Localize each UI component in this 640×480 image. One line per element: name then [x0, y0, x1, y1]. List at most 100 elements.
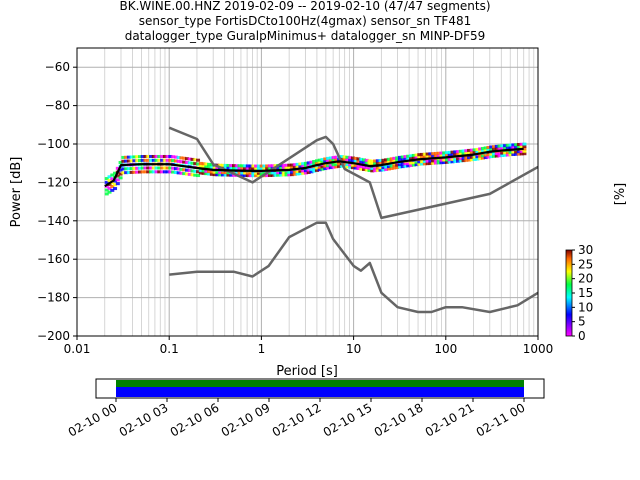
psd-density-cell: [328, 163, 333, 167]
psd-density-cell: [361, 167, 366, 171]
psd-density-cell: [149, 166, 154, 170]
psd-density-cell: [132, 170, 137, 174]
psd-density-cell: [160, 166, 165, 170]
psd-density-cell: [251, 174, 256, 178]
psd-density-cell: [207, 170, 212, 174]
psd-density-cell: [292, 170, 297, 174]
psd-density-cell: [364, 166, 369, 170]
psd-density-cell: [431, 154, 436, 158]
psd-density-cell: [187, 172, 192, 176]
psd-density-cell: [146, 158, 151, 162]
psd-density-cell: [361, 158, 366, 162]
psd-density-cell: [489, 155, 494, 159]
psd-density-cell: [143, 154, 148, 158]
timeline-tick-label: 02-10 00: [66, 400, 120, 439]
psd-density-cell: [364, 158, 369, 162]
psd-density-cell: [456, 159, 461, 163]
psd-density-cell: [480, 146, 485, 150]
psd-density-cell: [444, 151, 449, 155]
psd-density-cell: [220, 163, 225, 167]
psd-density-cell: [276, 173, 281, 177]
psd-density-cell: [115, 174, 120, 178]
psd-density-cell: [309, 160, 314, 164]
psd-density-cell: [511, 145, 516, 149]
psd-density-cell: [157, 154, 162, 158]
psd-density-cell: [179, 167, 184, 171]
psd-density-cell: [243, 173, 248, 177]
psd-density-cell: [176, 167, 181, 171]
psd-density-cell: [375, 161, 380, 165]
psd-density-cell: [450, 153, 455, 157]
psd-density-cell: [140, 155, 145, 159]
psd-density-cell: [353, 159, 358, 163]
psd-density-cell: [154, 170, 159, 174]
colorbar-tick-label: 30: [578, 243, 593, 257]
psd-density-cell: [514, 145, 519, 149]
psd-density-cell: [171, 159, 176, 163]
psd-density-cell: [107, 175, 112, 179]
psd-density-cell: [500, 146, 505, 150]
psd-density-cell: [384, 167, 389, 171]
psd-density-cell: [497, 154, 502, 158]
psd-density-cell: [317, 161, 322, 165]
y-tick-label: −160: [37, 252, 70, 266]
psd-density-cell: [475, 147, 480, 151]
psd-density-cell: [522, 147, 527, 151]
psd-density-cell: [411, 161, 416, 165]
psd-density-cell: [151, 166, 156, 170]
psd-density-cell: [168, 158, 173, 162]
psd-density-cell: [491, 147, 496, 151]
psd-density-cell: [265, 174, 270, 178]
psd-density-cell: [240, 164, 245, 168]
psd-density-cell: [469, 158, 474, 162]
psd-density-cell: [121, 155, 126, 159]
psd-density-cell: [409, 163, 414, 167]
psd-density-cell: [287, 170, 292, 174]
psd-density-cell: [317, 165, 322, 169]
timeline-tick-label: 02-10 03: [117, 400, 171, 439]
psd-density-cell: [522, 144, 527, 148]
psd-density-cell: [229, 173, 234, 177]
psd-density-cell: [431, 159, 436, 163]
psd-density-cell: [494, 144, 499, 148]
psd-density-cell: [392, 156, 397, 160]
psd-density-cell: [467, 148, 472, 152]
y-axis-label: Power [dB]: [9, 157, 24, 228]
psd-density-cell: [262, 166, 267, 170]
psd-density-cell: [514, 150, 519, 154]
psd-density-cell: [420, 152, 425, 156]
psd-density-cell: [373, 166, 378, 170]
timeline-tick-label: 02-10 15: [321, 400, 375, 439]
psd-density-cell: [173, 159, 178, 163]
psd-density-cell: [196, 170, 201, 174]
psd-density-cell: [425, 159, 430, 163]
psd-density-cell: [154, 158, 159, 162]
psd-density-cell: [453, 150, 458, 154]
psd-density-cell: [472, 150, 477, 154]
y-tick-label: −100: [37, 137, 70, 151]
psd-density-cell: [461, 159, 466, 163]
psd-density-cell: [406, 161, 411, 165]
psd-density-cell: [107, 190, 112, 194]
psd-density-cell: [201, 169, 206, 173]
psd-density-cell: [237, 171, 242, 175]
psd-density-cell: [162, 170, 167, 174]
psd-density-cell: [143, 166, 148, 170]
psd-density-cell: [386, 160, 391, 164]
psd-density-cell: [314, 161, 319, 165]
psd-density-cell: [146, 154, 151, 158]
psd-density-cell: [284, 173, 289, 177]
psd-density-cell: [397, 155, 402, 159]
psd-density-cell: [339, 164, 344, 168]
psd-density-cell: [143, 158, 148, 162]
psd-density-cell: [373, 159, 378, 163]
psd-density-cell: [453, 157, 458, 161]
psd-density-cell: [516, 152, 521, 156]
psd-density-cell: [494, 147, 499, 151]
title-line-2: sensor_type FortisDCto100Hz(4gmax) senso…: [139, 14, 471, 28]
psd-density-cell: [323, 167, 328, 171]
psd-density-cell: [237, 164, 242, 168]
psd-density-cell: [320, 160, 325, 164]
psd-density-cell: [168, 154, 173, 158]
